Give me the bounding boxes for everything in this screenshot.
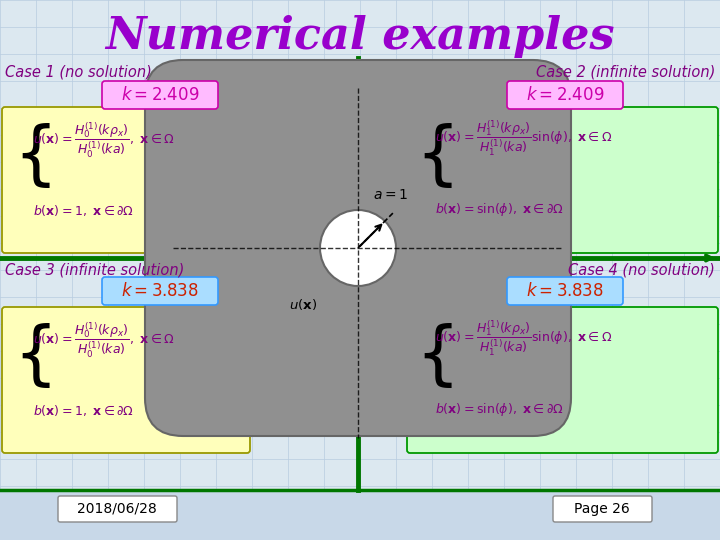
Text: Numerical examples: Numerical examples [105,15,615,57]
Text: $b(\mathbf{x}) = 1,\ \mathbf{x}\in\partial\Omega$: $b(\mathbf{x}) = 1,\ \mathbf{x}\in\parti… [33,202,134,218]
FancyBboxPatch shape [507,81,623,109]
Text: $\{$: $\{$ [415,120,453,190]
Circle shape [320,210,396,286]
Text: $u(\mathbf{x}) = \dfrac{H_0^{(1)}(k\rho_x)}{H_0^{(1)}(ka)},\ \mathbf{x}\in\Omega: $u(\mathbf{x}) = \dfrac{H_0^{(1)}(k\rho_… [33,120,174,159]
Text: Page 26: Page 26 [574,502,630,516]
Text: $\{$: $\{$ [13,321,50,389]
Bar [0,490,720,540]
FancyBboxPatch shape [2,307,250,453]
Text: $u(\mathbf{x}) = \dfrac{H_1^{(1)}(k\rho_x)}{H_1^{(1)}(ka)}\sin(\phi),\ \mathbf{x: $u(\mathbf{x}) = \dfrac{H_1^{(1)}(k\rho_… [435,118,613,158]
Text: $\{$: $\{$ [415,321,453,389]
Text: $k = 2.409$: $k = 2.409$ [121,86,199,104]
FancyBboxPatch shape [58,496,177,522]
Text: $b(\mathbf{x}) = \sin(\phi),\ \mathbf{x}\in\partial\Omega$: $b(\mathbf{x}) = \sin(\phi),\ \mathbf{x}… [435,402,564,418]
Text: Case 3 (infinite solution): Case 3 (infinite solution) [5,262,184,278]
FancyBboxPatch shape [507,277,623,305]
Text: Case 4 (no solution): Case 4 (no solution) [568,262,715,278]
FancyBboxPatch shape [2,107,250,253]
Text: $\{$: $\{$ [13,120,50,190]
Text: $k = 3.838$: $k = 3.838$ [526,282,604,300]
Text: Case 1 (no solution): Case 1 (no solution) [5,64,152,79]
Text: $b(\mathbf{x}) = \sin(\phi),\ \mathbf{x}\in\partial\Omega$: $b(\mathbf{x}) = \sin(\phi),\ \mathbf{x}… [435,201,564,219]
FancyBboxPatch shape [553,496,652,522]
Text: $a=1$: $a=1$ [373,188,408,202]
Text: $u(\mathbf{x}) = \dfrac{H_0^{(1)}(k\rho_x)}{H_0^{(1)}(ka)},\ \mathbf{x}\in\Omega: $u(\mathbf{x}) = \dfrac{H_0^{(1)}(k\rho_… [33,320,174,360]
FancyBboxPatch shape [145,60,571,436]
FancyBboxPatch shape [407,107,718,253]
Text: $k = 3.838$: $k = 3.838$ [121,282,199,300]
FancyBboxPatch shape [102,81,218,109]
Text: 2018/06/28: 2018/06/28 [77,502,157,516]
FancyBboxPatch shape [102,277,218,305]
Text: $u(\mathbf{x})$: $u(\mathbf{x})$ [289,296,317,312]
Text: Case 2 (infinite solution): Case 2 (infinite solution) [536,64,715,79]
Text: $k = 2.409$: $k = 2.409$ [526,86,604,104]
FancyBboxPatch shape [407,307,718,453]
Text: $u(\mathbf{x}) = \dfrac{H_1^{(1)}(k\rho_x)}{H_1^{(1)}(ka)}\sin(\phi),\ \mathbf{x: $u(\mathbf{x}) = \dfrac{H_1^{(1)}(k\rho_… [435,319,613,357]
Text: $b(\mathbf{x}) = 1,\ \mathbf{x}\in\partial\Omega$: $b(\mathbf{x}) = 1,\ \mathbf{x}\in\parti… [33,402,134,417]
